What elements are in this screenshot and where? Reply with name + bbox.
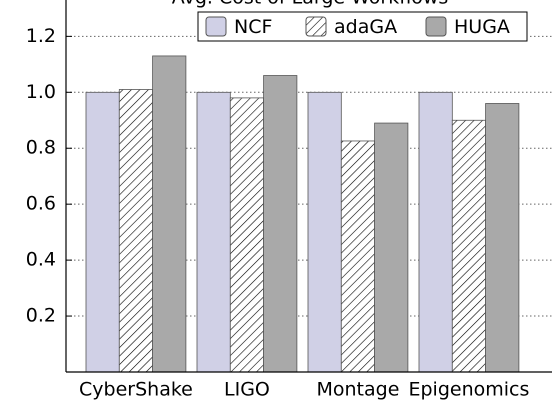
y-tick-label: 1.0 xyxy=(26,81,56,103)
bar xyxy=(340,140,375,373)
x-tick-label: Epigenomics xyxy=(408,379,529,401)
x-tick-label: LIGO xyxy=(224,379,270,401)
bar xyxy=(229,97,265,373)
y-tick-label: 0.6 xyxy=(26,193,56,215)
bar xyxy=(485,103,520,373)
legend-swatch xyxy=(205,16,227,37)
legend-box xyxy=(197,11,528,42)
bar xyxy=(196,91,231,373)
legend-label: adaGA xyxy=(334,16,397,38)
y-tick-label: 0.2 xyxy=(26,305,56,327)
legend-label: NCF xyxy=(234,16,272,38)
chart-title: Avg. Cost of Large Workflows xyxy=(172,0,449,9)
y-tick-label: 1.2 xyxy=(26,25,56,47)
y-tick-label: 0.4 xyxy=(26,249,56,271)
legend-label: HUGA xyxy=(454,16,510,38)
y-tick-label: 0.8 xyxy=(26,137,56,159)
x-tick-label: CyberShake xyxy=(79,379,193,401)
bar xyxy=(451,119,486,373)
bar xyxy=(152,55,187,373)
legend-swatch xyxy=(425,16,447,37)
x-tick-label: Montage xyxy=(316,379,399,401)
bar xyxy=(263,75,298,373)
bar xyxy=(85,91,120,373)
legend-swatch xyxy=(305,16,327,37)
bar xyxy=(418,91,453,373)
bar xyxy=(374,122,409,373)
bar xyxy=(307,91,342,373)
bar xyxy=(118,89,154,373)
